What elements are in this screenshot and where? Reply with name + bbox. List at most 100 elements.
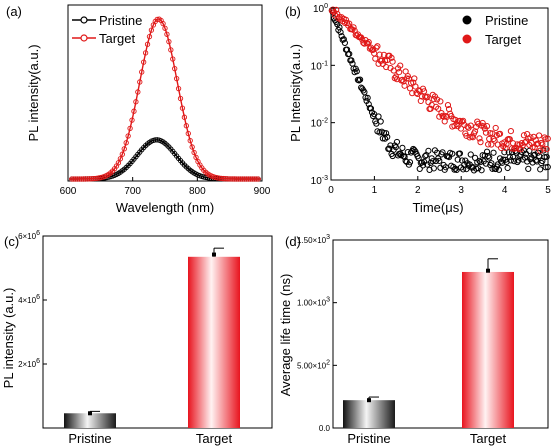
y-tick-label: 10-3	[311, 175, 328, 187]
data-point-target	[173, 75, 180, 82]
legend-marker-target	[80, 34, 88, 42]
data-point-target	[86, 176, 92, 182]
data-point-target	[427, 105, 434, 112]
data-point-target	[439, 112, 446, 119]
data-point-pristine	[449, 150, 456, 157]
x-tick-label: 5	[545, 185, 551, 196]
data-point-pristine	[356, 76, 364, 83]
legend-marker-pristine	[80, 16, 88, 24]
data-point-target	[253, 176, 259, 182]
data-point-target	[482, 129, 490, 136]
data-point-pristine	[337, 29, 344, 36]
data-point-target	[479, 119, 486, 127]
data-point-pristine	[506, 154, 513, 161]
data-point-target	[220, 175, 226, 182]
data-point-target	[216, 175, 222, 181]
data-point-pristine	[478, 167, 485, 174]
data-point-target	[434, 96, 441, 103]
data-point-target	[486, 135, 493, 143]
data-point-pristine	[544, 163, 551, 171]
data-point-pristine	[531, 151, 538, 158]
x-tick-label: 800	[189, 186, 206, 197]
data-point-target	[123, 140, 129, 146]
data-point-target	[483, 123, 491, 130]
data-point-target	[467, 122, 474, 129]
data-point-target	[444, 101, 452, 109]
data-point-target	[181, 114, 188, 120]
data-point-pristine	[355, 77, 363, 84]
data-point-target	[80, 176, 87, 182]
data-point-target	[166, 38, 172, 45]
data-point-target	[333, 6, 340, 13]
data-point-target	[412, 83, 419, 90]
data-point-pristine	[362, 94, 369, 101]
data-point-target	[540, 145, 547, 152]
data-point-target	[255, 176, 261, 182]
data-point-pristine	[424, 161, 431, 168]
data-point-target	[457, 125, 465, 132]
data-point-target	[249, 176, 255, 182]
data-point-pristine	[377, 118, 384, 125]
panel-a-frame	[67, 4, 263, 182]
data-point-target	[487, 130, 494, 137]
bar-pristine	[64, 413, 116, 428]
data-point-target	[520, 132, 528, 139]
panel-b-legend: Pristine Target	[462, 13, 528, 47]
data-point-target	[141, 59, 147, 65]
x-tick-label: Pristine	[68, 431, 111, 446]
data-point-pristine	[436, 157, 443, 164]
data-point-target	[75, 176, 81, 182]
data-point-pristine	[541, 154, 548, 161]
y-tick-label: 1.00×103	[297, 297, 330, 308]
data-point-target	[397, 62, 404, 69]
data-point-pristine	[353, 68, 360, 75]
data-point-pristine	[375, 113, 382, 120]
y-tick-label: 100	[313, 3, 328, 15]
panel-d-frame	[332, 239, 549, 429]
mean-point	[486, 268, 490, 273]
data-point-pristine	[501, 149, 508, 156]
data-point-target	[247, 176, 254, 182]
data-point-target	[239, 176, 246, 182]
data-point-target	[494, 141, 501, 148]
data-point-target	[170, 56, 176, 62]
data-point-target	[177, 95, 184, 102]
data-point-pristine	[386, 145, 393, 152]
data-point-target	[218, 175, 224, 182]
data-point-target	[92, 175, 98, 182]
data-point-target	[460, 117, 467, 124]
data-point-pristine	[439, 149, 446, 156]
data-point-target	[183, 123, 189, 129]
panel-a: (a) 600 700 800 900 Wavelength (nm) PL inte…	[6, 4, 271, 215]
panel-b-xlabel: Time(μs)	[412, 200, 463, 215]
data-point-pristine	[399, 144, 406, 151]
data-point-target	[251, 176, 257, 182]
x-tick-label: 0	[328, 185, 334, 196]
data-point-target	[507, 127, 514, 135]
data-point-target	[351, 27, 358, 34]
data-point-target	[350, 24, 357, 31]
data-point-pristine	[532, 157, 539, 164]
x-tick-label: Target	[470, 431, 507, 446]
data-point-target	[226, 176, 232, 182]
data-point-target	[534, 140, 542, 147]
data-point-pristine	[401, 153, 408, 161]
data-point-pristine	[387, 142, 394, 149]
data-point-pristine	[488, 160, 495, 167]
data-point-target	[372, 55, 379, 62]
data-point-pristine	[542, 164, 549, 171]
data-point-pristine	[429, 158, 436, 165]
data-point-target	[475, 120, 482, 127]
data-point-target	[437, 98, 444, 105]
data-point-target	[135, 89, 141, 95]
data-point-target	[476, 135, 483, 142]
data-point-pristine	[406, 159, 414, 166]
data-point-target	[469, 134, 477, 141]
data-point-target	[443, 113, 450, 121]
y-tick-label: 1.50×103	[297, 234, 330, 245]
data-point-target	[119, 151, 125, 157]
data-point-pristine	[425, 147, 432, 154]
data-point-target	[125, 133, 131, 139]
data-point-target	[401, 82, 408, 89]
data-point-target	[464, 123, 471, 130]
